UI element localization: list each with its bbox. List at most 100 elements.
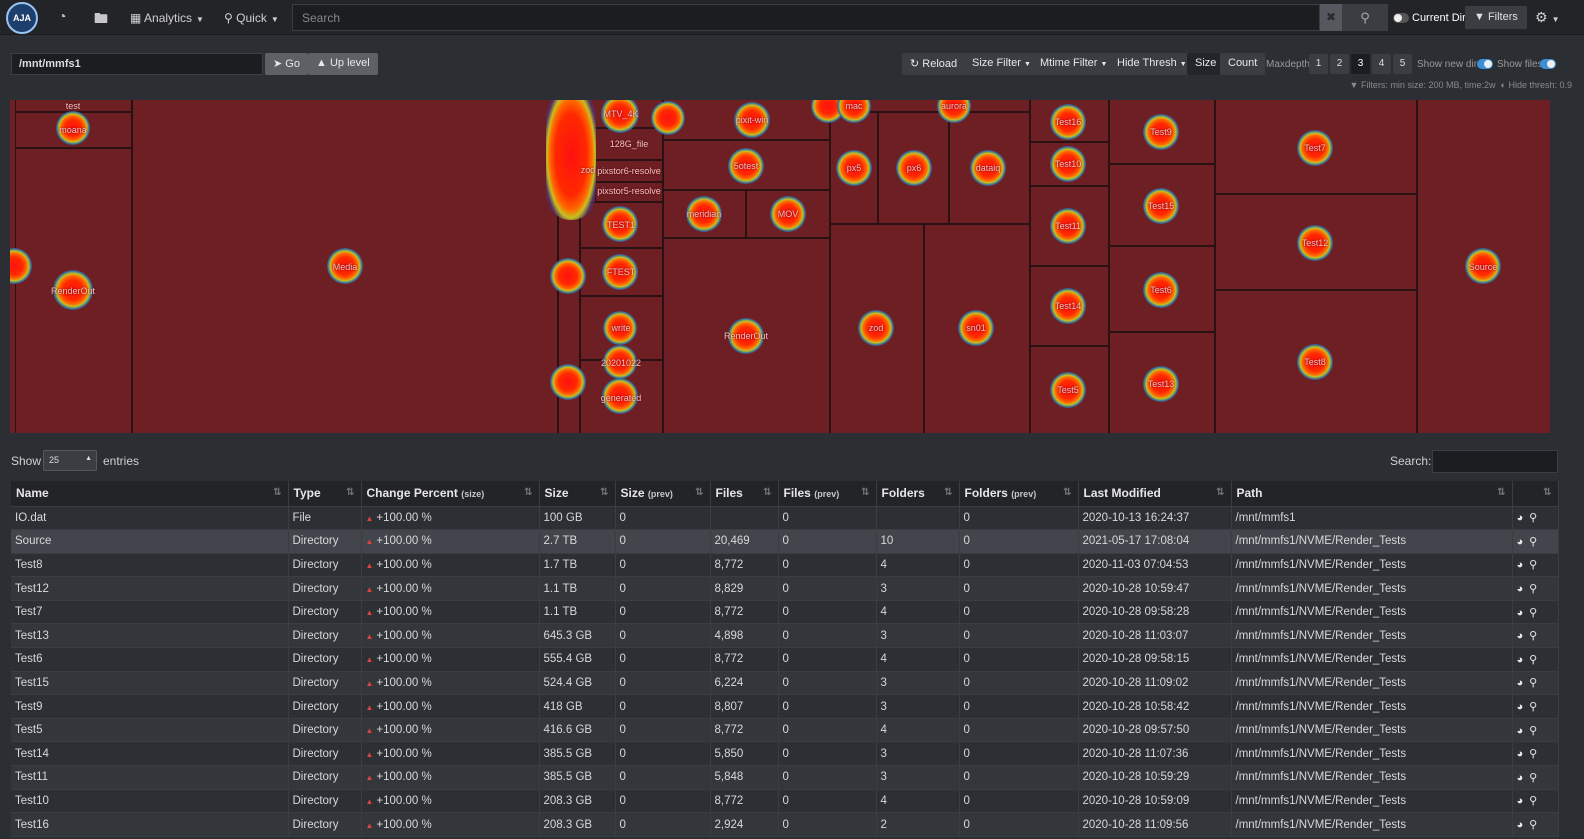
treemap-cell[interactable]: [1109, 246, 1215, 332]
table-row[interactable]: Test6 Directory ▲ +100.00 % 555.4 GB 0 8,772 0 4…: [11, 647, 1559, 672]
settings-menu[interactable]: ⚙ ▼: [1535, 9, 1559, 26]
search-icon[interactable]: ⚲: [1529, 819, 1538, 832]
search-icon[interactable]: ⚲: [1529, 677, 1538, 690]
cell-name[interactable]: Test10: [11, 789, 289, 814]
search-icon[interactable]: ⚲: [1529, 701, 1538, 714]
column-header-type[interactable]: Type ⇅: [288, 481, 362, 507]
maxdepth-2-button[interactable]: 2: [1330, 54, 1349, 74]
cell-name[interactable]: Test6: [11, 647, 289, 672]
fire-icon[interactable]: ◕: [1516, 724, 1524, 737]
treemap-cell[interactable]: [580, 202, 663, 248]
search-icon[interactable]: ⚲: [1529, 795, 1538, 808]
search-icon[interactable]: ⚲: [1529, 535, 1538, 548]
folder-icon[interactable]: 🖿: [94, 10, 108, 26]
treemap-cell[interactable]: [1109, 164, 1215, 246]
sort-icon[interactable]: ⇅: [346, 487, 355, 498]
cell-name[interactable]: Test15: [11, 671, 289, 696]
table-row[interactable]: Source Directory ▲ +100.00 % 2.7 TB 0 20,469 0 1…: [11, 529, 1559, 554]
search-icon[interactable]: ⚲: [1529, 653, 1538, 666]
column-header-files[interactable]: Files ⇅: [710, 481, 779, 507]
path-input[interactable]: /mnt/mmfs1: [11, 53, 263, 75]
aja-logo[interactable]: AJA: [6, 2, 38, 34]
table-row[interactable]: Test7 Directory ▲ +100.00 % 1.1 TB 0 8,772 0 4 0 2…: [11, 600, 1559, 625]
treemap-cell[interactable]: [1215, 194, 1417, 290]
treemap-cell[interactable]: [1030, 346, 1109, 433]
search-icon[interactable]: ⚲: [1529, 559, 1538, 572]
treemap-cell[interactable]: [878, 112, 949, 224]
cell-name[interactable]: Test8: [11, 553, 289, 578]
treemap-cell[interactable]: [1109, 100, 1215, 164]
fire-icon[interactable]: ◕: [1516, 701, 1524, 714]
cell-name[interactable]: Test9: [11, 694, 289, 719]
treemap-cell[interactable]: [1030, 100, 1109, 142]
search-icon[interactable]: ⚲: [1529, 724, 1538, 737]
maxdepth-5-button[interactable]: 5: [1393, 54, 1412, 74]
fire-icon[interactable]: ◕: [1516, 795, 1524, 808]
table-row[interactable]: Test5 Directory ▲ +100.00 % 416.6 GB 0 8,772 0 4…: [11, 718, 1559, 743]
treemap-cell[interactable]: [746, 190, 830, 238]
sort-icon[interactable]: ⇅: [1497, 487, 1506, 498]
treemap-cell[interactable]: [663, 140, 830, 190]
dashboard-icon[interactable]: ◔: [58, 8, 67, 24]
search-icon[interactable]: ⚲: [1529, 771, 1538, 784]
search-button[interactable]: ⚲: [1342, 4, 1388, 31]
table-row[interactable]: IO.dat File ▲ +100.00 % 100 GB 0 0 0 2020-10-13 …: [11, 506, 1559, 531]
global-search-input[interactable]: Search: [292, 4, 1320, 31]
table-row[interactable]: Test12 Directory ▲ +100.00 % 1.1 TB 0 8,829 0 3 0…: [11, 576, 1559, 601]
up-level-button[interactable]: ▲ Up level: [308, 53, 378, 75]
cell-name[interactable]: IO.dat: [11, 506, 289, 531]
show-new-dirs-toggle[interactable]: [1477, 59, 1493, 69]
cell-name[interactable]: Test13: [11, 623, 289, 649]
column-header-name[interactable]: Name ⇅: [11, 481, 289, 507]
table-row[interactable]: Test13 Directory ▲ +100.00 % 645.3 GB 0 4,898 0…: [11, 623, 1559, 649]
fire-icon[interactable]: ◕: [1516, 771, 1524, 784]
go-button[interactable]: ➤ Go: [265, 53, 308, 75]
sort-icon[interactable]: ⇅: [861, 487, 870, 498]
cell-name[interactable]: Test12: [11, 576, 289, 601]
reload-button[interactable]: ↻ Reload: [902, 53, 966, 75]
column-header-change-percent[interactable]: Change Percent (size) ⇅: [361, 481, 540, 507]
sort-icon[interactable]: ⇅: [944, 487, 953, 498]
table-row[interactable]: Test16 Directory ▲ +100.00 % 208.3 GB 0 2,924 0…: [11, 812, 1559, 837]
treemap-cell[interactable]: [663, 238, 830, 433]
sort-icon[interactable]: ⇅: [1543, 487, 1552, 498]
treemap[interactable]: test moana RenderOut Media MTV_4K 128G_f…: [10, 100, 1550, 433]
treemap-cell[interactable]: [1215, 100, 1417, 194]
treemap-cell[interactable]: [1030, 266, 1109, 346]
column-header-folders-prev[interactable]: Folders (prev) ⇅: [959, 481, 1079, 507]
treemap-cell[interactable]: [1417, 100, 1550, 433]
fire-icon[interactable]: ◕: [1516, 748, 1524, 761]
treemap-cell[interactable]: [924, 224, 1030, 433]
quick-menu[interactable]: ⚲ Quick ▼: [224, 11, 279, 25]
mtime-filter-button[interactable]: Mtime Filter ▼: [1032, 53, 1116, 75]
cell-name[interactable]: Test16: [11, 812, 289, 837]
size-mode-button[interactable]: Size: [1187, 53, 1225, 75]
cell-name[interactable]: Test11: [11, 765, 289, 790]
table-row[interactable]: Test8 Directory ▲ +100.00 % 1.7 TB 0 8,772 0 4 0 2…: [11, 553, 1559, 578]
sort-icon[interactable]: ⇅: [600, 487, 609, 498]
treemap-cell[interactable]: [949, 112, 1030, 224]
table-row[interactable]: Test14 Directory ▲ +100.00 % 385.5 GB 0 5,850 0…: [11, 741, 1559, 767]
fire-icon[interactable]: ◕: [1516, 653, 1524, 666]
search-icon[interactable]: ⚲: [1529, 606, 1538, 619]
treemap-cell[interactable]: [1030, 142, 1109, 186]
search-icon[interactable]: ⚲: [1529, 748, 1538, 761]
column-header-size-prev[interactable]: Size (prev) ⇅: [615, 481, 711, 507]
search-icon[interactable]: ⚲: [1529, 512, 1538, 525]
column-header-path[interactable]: Path ⇅: [1231, 481, 1513, 507]
table-row[interactable]: Test10 Directory ▲ +100.00 % 208.3 GB 0 8,772 0…: [11, 789, 1559, 814]
size-filter-button[interactable]: Size Filter ▼: [964, 53, 1039, 75]
sort-icon[interactable]: ⇅: [695, 487, 704, 498]
table-row[interactable]: Test11 Directory ▲ +100.00 % 385.5 GB 0 5,848 0…: [11, 765, 1559, 790]
fire-icon[interactable]: ◕: [1516, 559, 1524, 572]
column-header-size[interactable]: Size ⇅: [539, 481, 616, 507]
table-row[interactable]: Test15 Directory ▲ +100.00 % 524.4 GB 0 6,224 0…: [11, 671, 1559, 696]
fire-icon[interactable]: ◕: [1516, 535, 1524, 548]
cell-name[interactable]: Test14: [11, 741, 289, 767]
current-dir-toggle[interactable]: [1393, 13, 1409, 23]
show-files-toggle[interactable]: [1540, 59, 1556, 69]
treemap-cell[interactable]: [830, 224, 924, 433]
clear-search-button[interactable]: ✖: [1320, 4, 1342, 31]
cell-name[interactable]: Test5: [11, 718, 289, 743]
search-icon[interactable]: ⚲: [1529, 630, 1538, 643]
